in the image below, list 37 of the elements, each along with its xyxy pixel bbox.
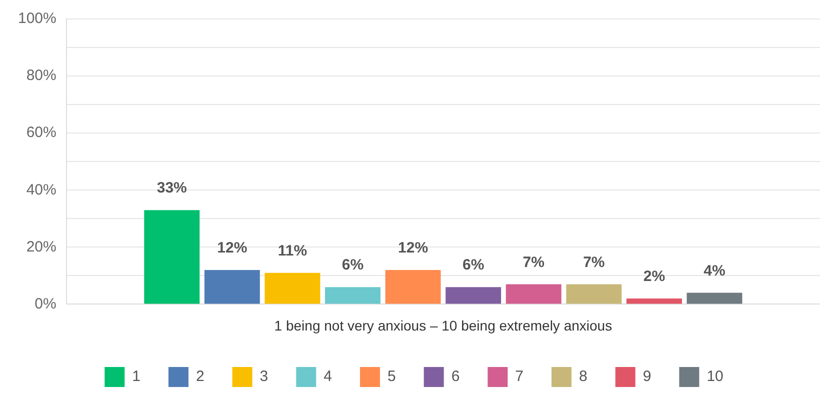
y-tick-label: 80% xyxy=(26,67,56,84)
bar xyxy=(566,284,622,304)
legend-label: 2 xyxy=(196,368,204,386)
data-label: 12% xyxy=(398,240,428,257)
data-label: 2% xyxy=(643,268,666,286)
data-label: 7% xyxy=(522,254,544,271)
legend-label: 8 xyxy=(579,368,588,386)
y-tick-label: 100% xyxy=(18,10,56,28)
legend-label: 1 xyxy=(132,368,140,386)
legend-label: 7 xyxy=(515,368,524,386)
bar xyxy=(264,272,320,304)
data-label: 11% xyxy=(278,242,308,260)
data-label: 6% xyxy=(462,256,484,274)
y-tick-label: 0% xyxy=(34,295,56,312)
bar xyxy=(446,287,502,304)
legend-label: 5 xyxy=(387,368,396,386)
legend-label: 4 xyxy=(324,368,332,386)
bar xyxy=(144,210,200,304)
bar xyxy=(506,284,562,304)
legend-label: 9 xyxy=(642,368,652,386)
y-tick-label: 60% xyxy=(26,124,56,142)
legend-label: 6 xyxy=(451,368,460,386)
bar xyxy=(686,292,742,304)
data-label: 4% xyxy=(704,262,726,280)
bar xyxy=(325,287,380,304)
legend-label: 10 xyxy=(706,368,724,386)
bar xyxy=(204,270,260,304)
data-label: 12% xyxy=(217,240,248,257)
data-label: 7% xyxy=(583,254,605,271)
bar xyxy=(626,298,682,304)
data-label: 33% xyxy=(156,180,187,197)
data-label: 6% xyxy=(342,256,364,274)
y-tick-label: 40% xyxy=(26,181,56,198)
bar xyxy=(385,270,441,304)
legend-label: 3 xyxy=(260,368,268,386)
x-axis-title: 1 being not very anxious – 10 being extremely anxious xyxy=(274,317,612,334)
y-tick-label: 20% xyxy=(26,238,56,256)
